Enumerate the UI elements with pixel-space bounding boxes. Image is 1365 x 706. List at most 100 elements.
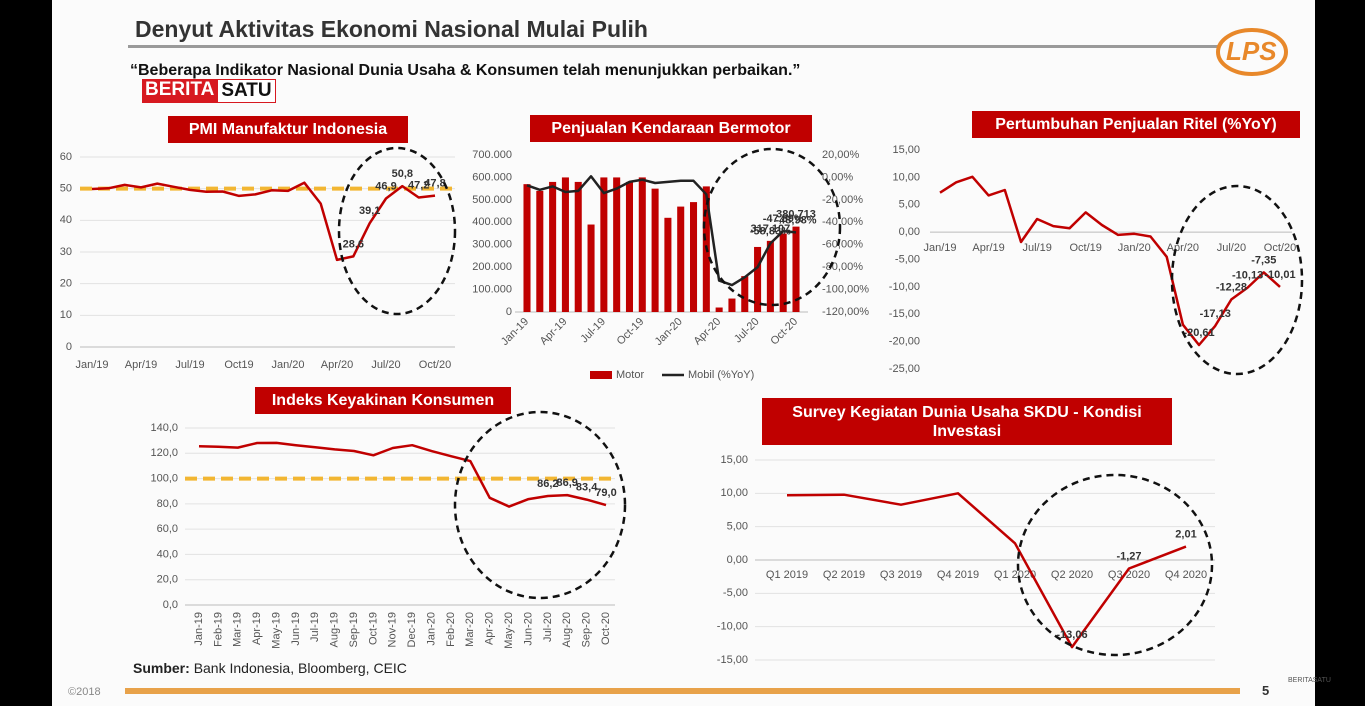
data-label: -10,01 xyxy=(1264,269,1295,281)
y2-tick-label: -120,00% xyxy=(822,306,869,318)
y-tick-label: 10,00 xyxy=(720,487,748,499)
y-tick-label: 100.000 xyxy=(472,283,512,295)
bar xyxy=(664,217,672,312)
y-tick-label: -5,00 xyxy=(895,253,920,265)
data-label: -10,13 xyxy=(1232,269,1263,281)
y2-tick-label: -80,00% xyxy=(822,261,863,273)
data-label: 380.713 xyxy=(776,209,816,221)
x-tick-label: Aug-19 xyxy=(329,612,341,647)
bar xyxy=(754,246,762,312)
data-label: 47,2 xyxy=(408,179,429,191)
data-label: -12,28 xyxy=(1216,281,1247,293)
x-tick-label: Jul-20 xyxy=(542,612,554,642)
x-tick-label: Oct-19 xyxy=(615,316,647,348)
x-tick-label: Jul/19 xyxy=(1022,242,1051,254)
x-tick-label: Apr-19 xyxy=(251,612,263,645)
y2-tick-label: -60,00% xyxy=(822,239,863,251)
bar xyxy=(625,181,633,312)
x-tick-label: Q1 2019 xyxy=(766,569,808,581)
y-tick-label: -20,00 xyxy=(889,336,920,348)
bar xyxy=(574,181,582,312)
x-tick-label: Oct-20 xyxy=(600,612,612,645)
x-tick-label: Dec-19 xyxy=(406,612,418,647)
chart-title: PMI Manufaktur Indonesia xyxy=(168,116,408,143)
x-tick-label: Jan/19 xyxy=(75,359,108,371)
bar xyxy=(728,298,736,312)
x-tick-label: Jul/20 xyxy=(371,359,400,371)
x-tick-label: Jan-20 xyxy=(425,612,437,646)
x-tick-label: Aug-20 xyxy=(561,612,573,647)
slide-title: Denyut Aktivitas Ekonomi Nasional Mulai … xyxy=(135,16,648,42)
data-label: -13,06 xyxy=(1056,629,1087,641)
legend-label: Mobil (%YoY) xyxy=(688,369,754,381)
page-number: 5 xyxy=(1262,683,1270,698)
data-label: -1,27 xyxy=(1116,550,1141,562)
bar xyxy=(600,177,608,312)
bar xyxy=(561,177,569,312)
x-tick-label: Apr/19 xyxy=(125,359,157,371)
data-label: 317.107 xyxy=(750,223,790,235)
highlight-ellipse xyxy=(1170,184,1304,376)
x-tick-label: Apr-20 xyxy=(484,612,496,645)
x-tick-label: Jul/20 xyxy=(1217,242,1246,254)
source-text: Bank Indonesia, Bloomberg, CEIC xyxy=(193,660,407,676)
y-tick-label: 30 xyxy=(60,246,72,258)
bar xyxy=(677,206,685,312)
bar xyxy=(613,177,621,312)
data-label: 86,2 xyxy=(537,478,558,490)
bar xyxy=(549,181,557,312)
x-tick-label: Jul-19 xyxy=(309,612,321,642)
x-tick-label: Jun-20 xyxy=(522,612,534,646)
x-tick-label: Q2 2020 xyxy=(1051,569,1093,581)
y-tick-label: 700.000 xyxy=(472,149,512,161)
x-tick-label: Q1 2020 xyxy=(994,569,1036,581)
chart-title: Survey Kegiatan Dunia Usaha SKDU - Kondi… xyxy=(762,398,1172,445)
y-tick-label: 0 xyxy=(506,306,512,318)
x-tick-label: May-19 xyxy=(270,612,282,649)
bar xyxy=(690,202,698,312)
chart-title: Penjualan Kendaraan Bermotor xyxy=(530,115,812,142)
y2-tick-label: -20,00% xyxy=(822,194,863,206)
x-tick-label: Q3 2019 xyxy=(880,569,922,581)
corner-watermark: BERITASATU xyxy=(1288,677,1331,684)
y-tick-label: 60,0 xyxy=(157,523,178,535)
data-label: 83,4 xyxy=(576,481,598,493)
data-label: -20,61 xyxy=(1183,327,1214,339)
line xyxy=(939,175,1281,347)
x-tick-label: Mar-19 xyxy=(232,612,244,647)
x-tick-label: Jul-19 xyxy=(578,316,608,346)
slide-subtitle: “Beberapa Indikator Nasional Dunia Usaha… xyxy=(130,62,801,79)
y-tick-label: -5,00 xyxy=(723,587,748,599)
y-tick-label: 15,00 xyxy=(892,144,920,156)
data-label: -7,35 xyxy=(1251,254,1276,266)
x-tick-label: Q4 2020 xyxy=(1165,569,1207,581)
y-tick-label: 10 xyxy=(60,309,72,321)
y2-tick-label: -100,00% xyxy=(822,283,869,295)
x-tick-label: Oct19 xyxy=(224,359,253,371)
y-tick-label: 50 xyxy=(60,183,72,195)
y-tick-label: -15,00 xyxy=(717,654,748,666)
y-tick-label: 15,00 xyxy=(720,454,748,466)
y-tick-label: 200.000 xyxy=(472,261,512,273)
chart-title: Pertumbuhan Penjualan Ritel (%YoY) xyxy=(972,111,1300,138)
title-rule xyxy=(128,45,1218,48)
y-tick-label: 400.000 xyxy=(472,216,512,228)
line xyxy=(91,181,436,262)
y-tick-label: 0,0 xyxy=(163,599,178,611)
data-label: 79,0 xyxy=(595,487,616,499)
logo-ring xyxy=(1216,28,1288,76)
y-tick-label: 20 xyxy=(60,278,72,290)
x-tick-label: Oct-20 xyxy=(768,316,800,348)
x-tick-label: Oct/20 xyxy=(1264,242,1296,254)
data-label: -47,89% xyxy=(763,213,804,225)
x-tick-label: Apr-20 xyxy=(691,316,723,348)
bar xyxy=(766,240,774,312)
highlight-ellipse xyxy=(1016,473,1214,657)
source: Sumber: Bank Indonesia, Bloomberg, CEIC xyxy=(133,660,407,676)
watermark-red: BERITA xyxy=(142,79,218,103)
bar xyxy=(741,276,749,312)
x-tick-label: Apr/19 xyxy=(972,242,1004,254)
bar xyxy=(792,226,800,312)
x-tick-label: Mar-20 xyxy=(464,612,476,647)
